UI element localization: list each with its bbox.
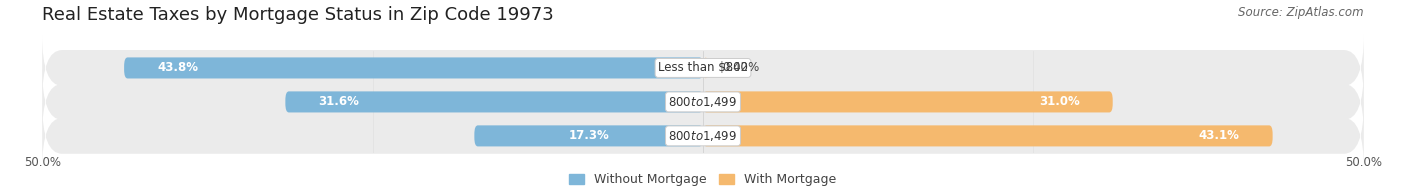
FancyBboxPatch shape (42, 103, 1364, 169)
FancyBboxPatch shape (124, 57, 703, 78)
Text: $800 to $1,499: $800 to $1,499 (668, 95, 738, 109)
Text: Source: ZipAtlas.com: Source: ZipAtlas.com (1239, 6, 1364, 19)
FancyBboxPatch shape (285, 91, 703, 113)
Text: 0.42%: 0.42% (721, 62, 759, 74)
Text: 17.3%: 17.3% (568, 129, 609, 142)
Legend: Without Mortgage, With Mortgage: Without Mortgage, With Mortgage (565, 169, 841, 190)
FancyBboxPatch shape (703, 91, 1112, 113)
Text: 43.8%: 43.8% (157, 62, 198, 74)
FancyBboxPatch shape (703, 57, 709, 78)
Text: Real Estate Taxes by Mortgage Status in Zip Code 19973: Real Estate Taxes by Mortgage Status in … (42, 6, 554, 24)
Text: 31.6%: 31.6% (318, 95, 360, 108)
FancyBboxPatch shape (42, 69, 1364, 135)
FancyBboxPatch shape (703, 125, 1272, 146)
Text: 31.0%: 31.0% (1039, 95, 1080, 108)
FancyBboxPatch shape (42, 35, 1364, 101)
FancyBboxPatch shape (474, 125, 703, 146)
Text: 43.1%: 43.1% (1199, 129, 1240, 142)
Text: Less than $800: Less than $800 (658, 62, 748, 74)
Text: $800 to $1,499: $800 to $1,499 (668, 129, 738, 143)
